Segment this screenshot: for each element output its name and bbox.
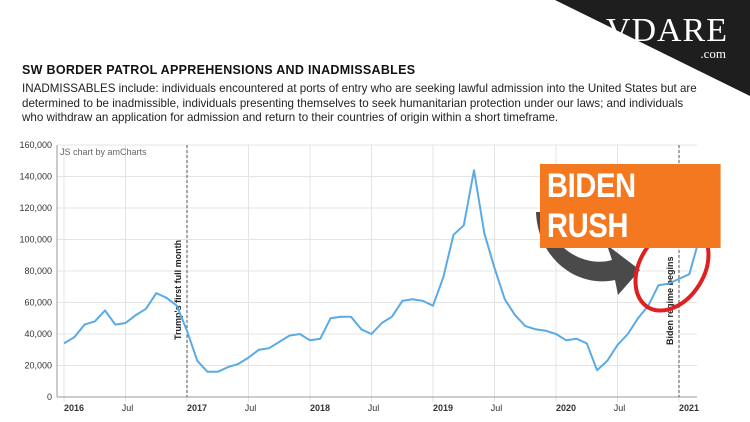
description-text: INADMISSABLES include: individuals encou… xyxy=(22,82,697,125)
chart-grid xyxy=(57,144,697,402)
x-tick-label: Jul xyxy=(614,403,626,413)
x-tick-label: 2019 xyxy=(433,403,453,413)
line-chart: 0 20,000 40,000 60,000 80,000 100,000 120,000 1… xyxy=(19,140,711,413)
x-tick-label: Jul xyxy=(368,403,380,413)
x-tick-label: 2018 xyxy=(310,403,330,413)
x-tick-label: 2017 xyxy=(187,403,207,413)
x-tick-label: Jul xyxy=(122,403,134,413)
y-tick-label: 40,000 xyxy=(24,329,52,339)
y-tick-label: 160,000 xyxy=(19,140,52,150)
biden-rush-badge: BIDEN RUSH xyxy=(540,164,721,248)
annotation-label: Biden regime begins xyxy=(665,256,675,345)
curved-arrow-icon xyxy=(536,212,640,295)
x-tick-label: Jul xyxy=(245,403,257,413)
logo-text: VDARE xyxy=(605,12,728,49)
x-tick-label: 2016 xyxy=(64,403,84,413)
x-tick-label: Jul xyxy=(491,403,503,413)
x-tick-label: 2020 xyxy=(556,403,576,413)
y-tick-label: 120,000 xyxy=(19,203,52,213)
logo-domain: .com xyxy=(700,46,726,61)
page-title: SW BORDER PATROL APPREHENSIONS AND INADM… xyxy=(22,63,416,77)
y-tick-label: 80,000 xyxy=(24,266,52,276)
y-tick-label: 60,000 xyxy=(24,298,52,308)
series-line xyxy=(63,169,701,373)
y-tick-label: 0 xyxy=(47,392,52,402)
y-tick-label: 140,000 xyxy=(19,172,52,182)
y-tick-label: 100,000 xyxy=(19,235,52,245)
vdare-logo[interactable]: VDARE .com xyxy=(606,14,728,62)
y-tick-label: 20,000 xyxy=(24,361,52,371)
chart-credit: JS chart by amCharts xyxy=(60,147,147,157)
x-tick-label: 2021 xyxy=(679,403,699,413)
annotation-label: Trump's first full month xyxy=(173,240,183,340)
chart-axes: 0 20,000 40,000 60,000 80,000 100,000 120,000 1… xyxy=(19,140,699,413)
